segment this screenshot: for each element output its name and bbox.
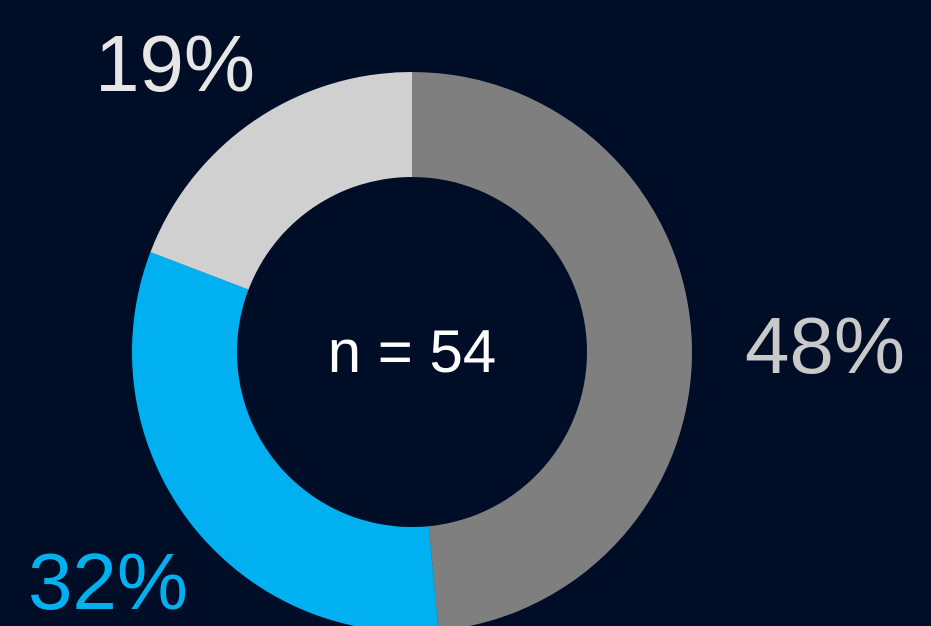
center-label: n = 54 <box>328 318 497 385</box>
value-label: 32% <box>28 537 188 626</box>
value-label: 19% <box>95 19 255 108</box>
donut-slice <box>150 72 412 290</box>
donut-slice <box>132 252 439 626</box>
value-label: 48% <box>745 301 905 390</box>
donut-slice <box>412 72 692 626</box>
